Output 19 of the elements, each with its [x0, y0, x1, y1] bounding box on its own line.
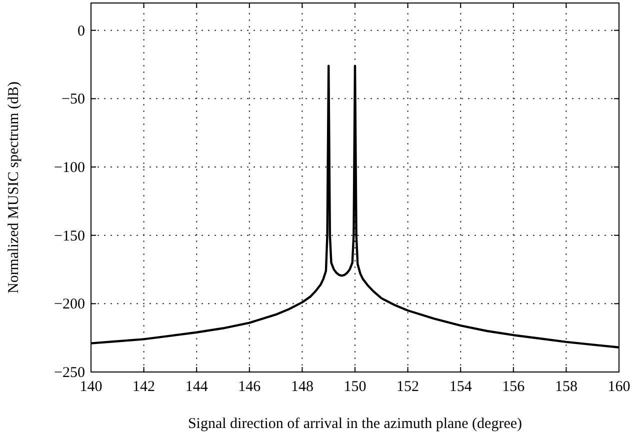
y-tick-label: −150	[54, 228, 85, 244]
x-tick-label: 160	[608, 379, 630, 395]
x-tick-label: 146	[238, 379, 262, 395]
x-tick-label: 150	[344, 379, 366, 395]
y-tick-label: −100	[54, 160, 85, 176]
x-tick-label: 158	[554, 379, 578, 395]
y-tick-label: −50	[62, 92, 85, 108]
x-tick-label: 156	[502, 379, 526, 395]
x-tick-label: 148	[290, 379, 314, 395]
x-tick-label: 144	[185, 379, 208, 395]
x-tick-label: 154	[449, 379, 472, 395]
y-tick-label: −250	[54, 365, 85, 381]
y-axis-title: Normalized MUSIC spectrum (dB)	[6, 81, 22, 294]
x-tick-label: 142	[132, 379, 156, 395]
x-tick-label: 140	[80, 379, 102, 395]
y-tick-label: 0	[78, 23, 85, 40]
y-tick-label: −200	[54, 296, 85, 313]
x-axis-title: Signal direction of arrival in the azimuth plane (degree)	[188, 416, 522, 432]
x-tick-label: 152	[396, 379, 420, 395]
